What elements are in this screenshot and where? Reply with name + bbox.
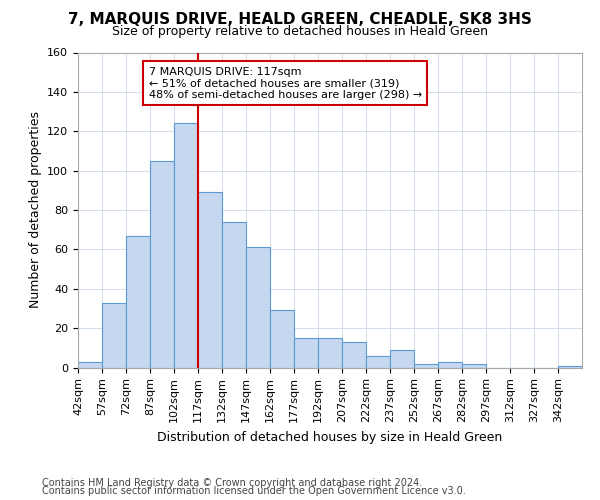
Bar [294, 338, 318, 368]
Text: Contains HM Land Registry data © Crown copyright and database right 2024.: Contains HM Land Registry data © Crown c… [42, 478, 422, 488]
Bar [126, 236, 150, 368]
Bar [270, 310, 294, 368]
Text: Size of property relative to detached houses in Heald Green: Size of property relative to detached ho… [112, 25, 488, 38]
Bar [318, 338, 342, 368]
Bar [174, 124, 198, 368]
Bar [222, 222, 246, 368]
Text: Contains public sector information licensed under the Open Government Licence v3: Contains public sector information licen… [42, 486, 466, 496]
X-axis label: Distribution of detached houses by size in Heald Green: Distribution of detached houses by size … [157, 430, 503, 444]
Text: 7, MARQUIS DRIVE, HEALD GREEN, CHEADLE, SK8 3HS: 7, MARQUIS DRIVE, HEALD GREEN, CHEADLE, … [68, 12, 532, 28]
Bar [558, 366, 582, 368]
Bar [438, 362, 462, 368]
Text: 7 MARQUIS DRIVE: 117sqm
← 51% of detached houses are smaller (319)
48% of semi-d: 7 MARQUIS DRIVE: 117sqm ← 51% of detache… [149, 66, 422, 100]
Bar [102, 302, 126, 368]
Bar [462, 364, 486, 368]
Bar [342, 342, 366, 367]
Bar [246, 248, 270, 368]
Bar [78, 362, 102, 368]
Bar [150, 161, 174, 368]
Bar [198, 192, 222, 368]
Bar [390, 350, 414, 368]
Y-axis label: Number of detached properties: Number of detached properties [29, 112, 41, 308]
Bar [414, 364, 438, 368]
Bar [366, 356, 390, 368]
